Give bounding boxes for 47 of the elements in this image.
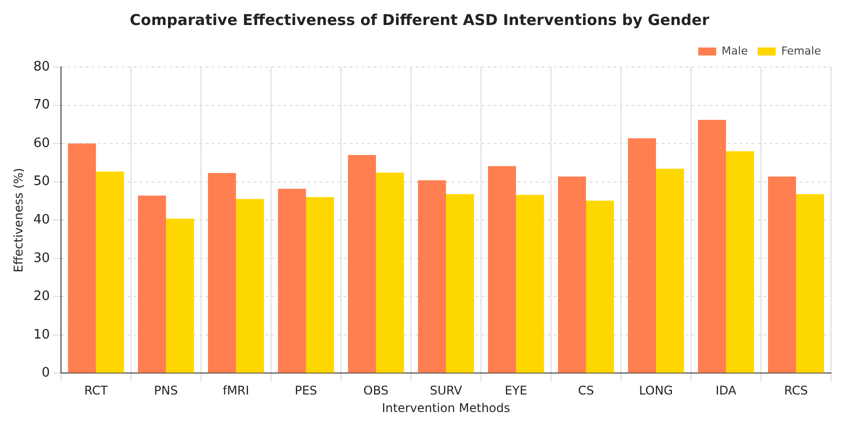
bar — [376, 172, 404, 373]
bar — [166, 218, 194, 373]
x-tick-label: EYE — [504, 384, 528, 398]
bar — [516, 194, 544, 373]
y-tick-label: 50 — [33, 174, 50, 190]
x-axis-title: Intervention Methods — [382, 400, 510, 415]
bar — [418, 180, 446, 373]
y-tick-label: 10 — [33, 327, 50, 342]
y-tick-label: 30 — [33, 250, 50, 266]
x-tick-label: OBS — [363, 384, 389, 398]
y-tick-label: 70 — [33, 98, 50, 113]
x-tick-label: SURV — [430, 384, 463, 398]
y-tick-label: 60 — [33, 136, 50, 151]
legend-label: Female — [781, 44, 822, 58]
bar — [236, 199, 264, 373]
bar — [488, 166, 516, 373]
bar — [698, 120, 726, 373]
bar — [138, 196, 166, 373]
bar — [586, 200, 614, 373]
chart-title: Comparative Effectiveness of Different ASD Interventions by Gender — [130, 10, 710, 29]
bar — [278, 188, 306, 373]
bar — [768, 176, 796, 373]
bar — [446, 194, 474, 373]
bar — [656, 168, 684, 373]
x-tick-label: PNS — [154, 384, 178, 398]
bar — [558, 176, 586, 373]
bar — [348, 155, 376, 373]
y-tick-label: 0 — [42, 366, 50, 381]
bar — [796, 194, 824, 373]
bar — [68, 144, 96, 373]
bar — [208, 173, 236, 373]
bar — [726, 151, 754, 373]
x-tick-label: RCS — [784, 384, 808, 398]
bar — [96, 171, 124, 373]
x-tick-label: CS — [578, 384, 594, 398]
x-tick-label: fMRI — [222, 384, 250, 398]
x-tick-label: RCT — [84, 384, 108, 398]
bar — [306, 197, 334, 373]
legend-label: Male — [722, 44, 748, 58]
x-tick-label: LONG — [638, 384, 673, 398]
x-tick-label: IDA — [716, 384, 738, 398]
y-axis-title: Effectiveness (%) — [11, 168, 26, 272]
x-tick-label: PES — [294, 384, 318, 398]
bar — [628, 138, 656, 373]
y-tick-label: 20 — [33, 289, 50, 304]
y-tick-label: 40 — [33, 212, 50, 228]
y-tick-label: 80 — [33, 59, 50, 74]
